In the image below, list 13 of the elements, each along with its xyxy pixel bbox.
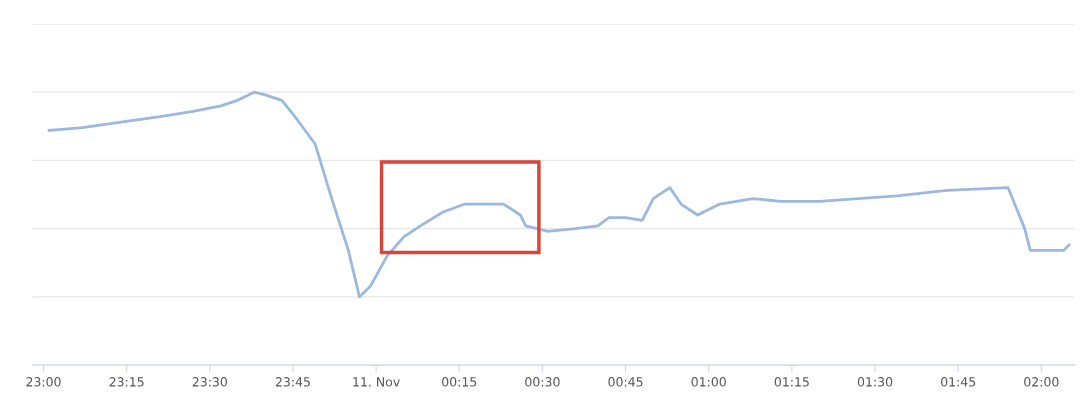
x-tick-label: 23:45 — [275, 377, 310, 387]
x-tick-label: 00:45 — [608, 377, 643, 387]
x-tick-label: 00:15 — [442, 377, 477, 387]
x-tick-label: 00:30 — [525, 377, 560, 387]
x-tick-label: 23:15 — [109, 377, 144, 387]
x-tick-label: 01:00 — [691, 377, 726, 387]
x-tick-label: 01:45 — [941, 377, 976, 387]
x-tick-label: 23:00 — [26, 377, 61, 387]
x-tick-label: 01:15 — [774, 377, 809, 387]
x-tick-label: 23:30 — [192, 377, 227, 387]
x-tick-label: 11. Nov — [353, 377, 400, 387]
x-tick-label: 01:30 — [857, 377, 893, 387]
x-tick-label: 02:00 — [1024, 377, 1059, 387]
